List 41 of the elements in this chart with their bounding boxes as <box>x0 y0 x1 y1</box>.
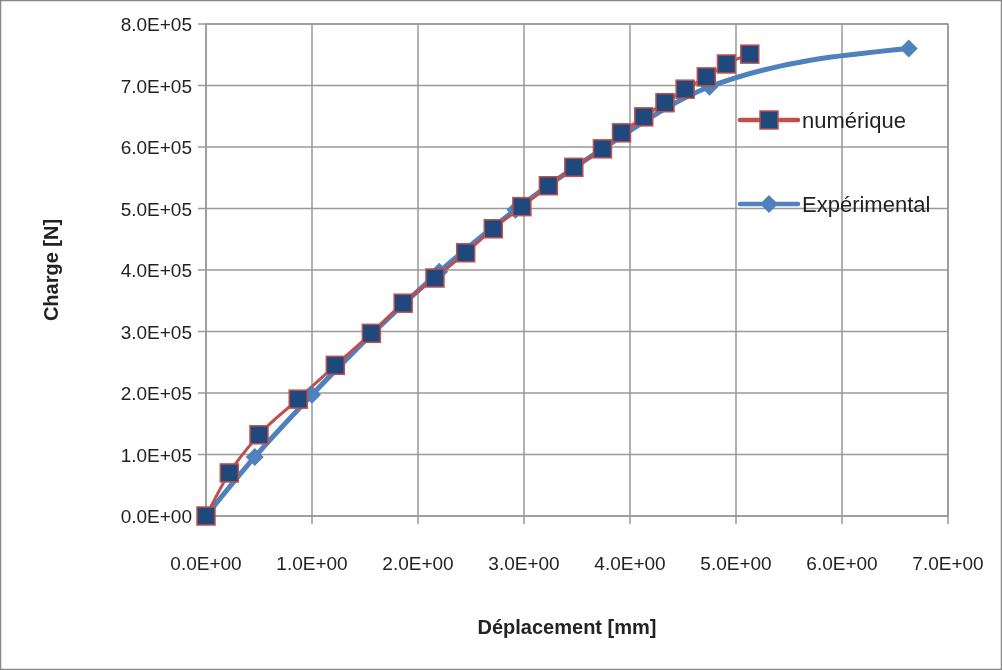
point <box>611 123 632 143</box>
y-tick-label: 4.0E+05 <box>120 260 192 281</box>
point <box>634 107 654 127</box>
y-tick-label: 0.0E+00 <box>120 506 192 527</box>
y-tick-label: 5.0E+05 <box>120 198 192 220</box>
point <box>740 44 760 64</box>
point <box>393 293 413 313</box>
x-tick-label: 0.0E+00 <box>170 553 242 574</box>
point <box>245 447 264 466</box>
x-tick-label: 7.0E+00 <box>912 553 984 574</box>
x-tick-label: 1.0E+00 <box>276 553 348 574</box>
legend-label: Expérimental <box>802 192 931 217</box>
point <box>455 243 476 263</box>
x-tick-label: 5.0E+00 <box>700 553 772 574</box>
point <box>655 92 675 113</box>
point <box>425 268 445 288</box>
y-tick-label: 3.0E+05 <box>120 321 192 343</box>
x-tick-label: 6.0E+00 <box>806 553 878 574</box>
point <box>696 67 717 87</box>
point <box>675 79 695 99</box>
point <box>899 39 918 58</box>
y-tick-label: 1.0E+05 <box>120 444 192 466</box>
point <box>564 157 584 178</box>
point <box>288 389 308 409</box>
x-tick-label: 4.0E+00 <box>594 553 666 574</box>
y-tick-label: 6.0E+05 <box>120 137 192 158</box>
x-tick-label: 2.0E+00 <box>382 553 454 574</box>
legend-label: numérique <box>802 108 906 133</box>
point <box>483 219 504 239</box>
point <box>716 54 737 74</box>
y-tick-label: 8.0E+05 <box>120 14 192 35</box>
point <box>325 355 346 376</box>
point <box>249 425 269 445</box>
y-tick-label: 7.0E+05 <box>120 75 192 97</box>
point <box>219 463 240 483</box>
point <box>538 176 559 196</box>
x-axis-title: Déplacement [mm] <box>477 616 657 638</box>
y-axis-title: Charge [N] <box>40 218 62 322</box>
point <box>512 196 532 217</box>
y-tick-label: 2.0E+05 <box>120 383 192 404</box>
x-tick-label: 3.0E+00 <box>488 553 560 574</box>
